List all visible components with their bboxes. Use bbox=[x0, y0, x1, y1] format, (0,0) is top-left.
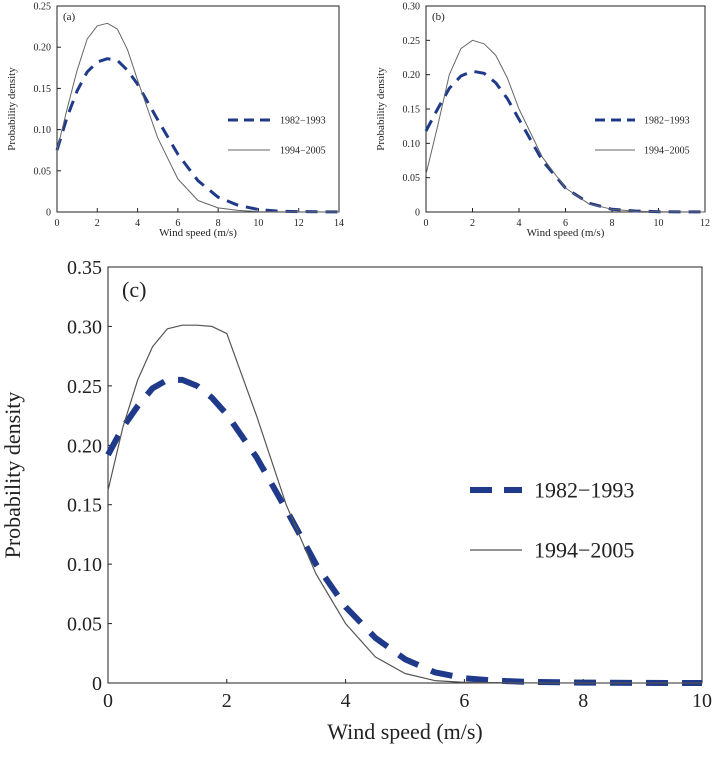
series-line-19942005 bbox=[425, 39, 706, 213]
y-tick-label: 0.15 bbox=[67, 495, 102, 517]
y-tick-label: 0.05 bbox=[34, 166, 52, 177]
x-tick-label: 4 bbox=[341, 690, 351, 712]
panel-label: (a) bbox=[63, 11, 76, 23]
series-line-19942005 bbox=[107, 324, 702, 684]
y-tick-label: 0.25 bbox=[67, 376, 102, 398]
panel-label: (b) bbox=[432, 11, 445, 23]
x-tick-label: 6 bbox=[459, 690, 469, 712]
y-axis-label: Probability density bbox=[0, 392, 25, 559]
panel-b-chart: 0 2 4 6 8 10 12 0 0.05 0.10 0.15 0.20 0.25 0.30 Wind s… bbox=[375, 2, 710, 240]
x-tick-label: 0 bbox=[424, 218, 429, 229]
x-tick-label: 4 bbox=[517, 218, 522, 229]
x-tick-label: 8 bbox=[216, 218, 221, 229]
y-tick-label: 0.35 bbox=[67, 257, 102, 279]
series-line-19821993 bbox=[424, 69, 705, 214]
x-tick-label: 8 bbox=[610, 218, 615, 229]
y-tick-label: 0.05 bbox=[67, 614, 102, 636]
y-tick-label: 0.10 bbox=[403, 139, 421, 150]
y-tick-label: 0 bbox=[415, 208, 420, 219]
series-line-19942005 bbox=[56, 22, 340, 213]
y-tick-label: 0 bbox=[92, 673, 102, 695]
y-tick-label: 0.20 bbox=[67, 435, 102, 457]
x-tick-label: 4 bbox=[135, 218, 140, 229]
x-tick-label: 2 bbox=[470, 218, 475, 229]
y-tick-label: 0.20 bbox=[34, 43, 52, 54]
legend-label: 1994−2005 bbox=[534, 538, 634, 563]
plot-frame bbox=[56, 5, 340, 213]
panel-label: (c) bbox=[122, 277, 146, 302]
legend-label: 1994−2005 bbox=[280, 146, 326, 157]
x-tick-label: 10 bbox=[692, 690, 712, 712]
x-axis-label: Wind speed (m/s) bbox=[527, 227, 605, 239]
y-tick-label: 0 bbox=[46, 208, 51, 219]
x-tick-label: 12 bbox=[294, 218, 304, 229]
series-line-19821993 bbox=[105, 376, 703, 686]
x-tick-label: 12 bbox=[700, 218, 710, 229]
panel-c-chart: 0 2 4 6 8 10 0 0.05 0.10 0.15 0.20 0.25 0.30 0.35 Wind… bbox=[0, 257, 712, 744]
y-tick-label: 0.20 bbox=[403, 70, 421, 81]
panel-a-chart: 0 2 4 6 8 10 12 14 0 0.05 0.10 0.15 0.20 0.25 Wind spe… bbox=[6, 2, 344, 240]
y-tick-label: 0.30 bbox=[403, 2, 421, 13]
series-line-19821993 bbox=[55, 57, 340, 214]
y-tick-label: 0.30 bbox=[67, 316, 102, 338]
y-axis-label: Probability density bbox=[375, 67, 387, 151]
y-tick-label: 0.05 bbox=[403, 173, 421, 184]
y-axis-label: Probability density bbox=[6, 67, 18, 151]
x-axis-label: Wind speed (m/s) bbox=[327, 719, 483, 744]
y-tick-label: 0.25 bbox=[403, 36, 421, 47]
plot-frame bbox=[107, 266, 703, 684]
x-tick-label: 8 bbox=[578, 690, 588, 712]
x-tick-label: 0 bbox=[103, 690, 113, 712]
x-tick-label: 14 bbox=[334, 218, 344, 229]
x-tick-label: 10 bbox=[253, 218, 263, 229]
y-tick-label: 0.15 bbox=[403, 105, 421, 116]
legend-label: 1982−1993 bbox=[644, 116, 690, 127]
x-tick-label: 10 bbox=[654, 218, 664, 229]
plot-frame bbox=[425, 5, 706, 213]
x-axis-label: Wind speed (m/s) bbox=[159, 227, 237, 239]
y-tick-label: 0.10 bbox=[67, 554, 102, 576]
y-tick-label: 0.15 bbox=[34, 84, 52, 95]
legend-label: 1982−1993 bbox=[280, 116, 326, 127]
x-tick-label: 6 bbox=[175, 218, 180, 229]
legend-label: 1994−2005 bbox=[644, 146, 690, 157]
x-tick-label: 6 bbox=[563, 218, 568, 229]
x-tick-label: 0 bbox=[55, 218, 60, 229]
y-tick-label: 0.25 bbox=[34, 2, 52, 13]
x-tick-label: 2 bbox=[222, 690, 232, 712]
x-tick-label: 2 bbox=[95, 218, 100, 229]
legend-label: 1982−1993 bbox=[534, 478, 634, 503]
y-tick-label: 0.10 bbox=[34, 125, 52, 136]
